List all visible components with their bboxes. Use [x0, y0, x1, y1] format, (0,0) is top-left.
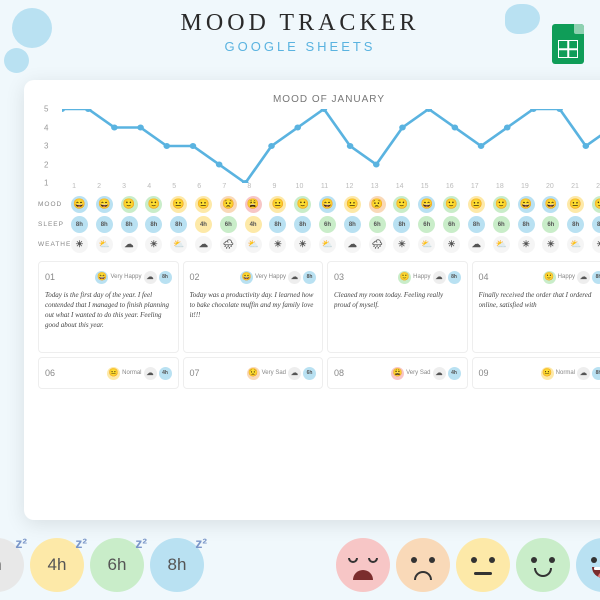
- mood-legend-2: [396, 538, 450, 592]
- mood-legend-5: [576, 538, 600, 592]
- journal-card[interactable]: 04🙂Happy☁8hFinally received the order th…: [472, 261, 600, 353]
- journal-cards: 01😄Very Happy☁8hToday is the first day o…: [38, 261, 600, 353]
- weather-row: WEATHER ☀⛅☁☀⛅☁🌧⛅☀☀⛅☁🌧☀⛅☀☁⛅☀☀⛅☀: [38, 236, 600, 253]
- chart-title: MOOD OF JANUARY: [38, 94, 600, 105]
- mood-legend-1: [336, 538, 390, 592]
- sleep-legend-4h: 4hz²: [30, 538, 84, 592]
- journal-card[interactable]: 02😄Very Happy☁8hToday was a productivity…: [183, 261, 324, 353]
- journal-cards-row2: 06😐Normal☁4h07😟Very Sad☁6h08😩Very Sad☁4h…: [38, 357, 600, 389]
- bg-blob: [12, 8, 52, 48]
- journal-card[interactable]: 08😩Very Sad☁4h: [327, 357, 468, 389]
- sleep-row: SLEEP 8h8h8h8h8h4h6h4h8h8h6h8h6h8h6h6h8h…: [38, 216, 600, 233]
- mood-legend-4: [516, 538, 570, 592]
- sleep-legend-h: hz²: [0, 538, 24, 592]
- mood-chart: 12345: [62, 109, 600, 183]
- sleep-legend-8h: 8hz²: [150, 538, 204, 592]
- bg-blob: [4, 48, 29, 73]
- mood-legend-3: [456, 538, 510, 592]
- mood-row: MOOD 😄😄🙂🙂😐😐😟😩😐🙂😄😐😟🙂😄🙂😐🙂😄😄😐🙂: [38, 196, 600, 213]
- footer-legend: hz²4hz²6hz²8hz²: [0, 524, 600, 600]
- journal-card[interactable]: 06😐Normal☁4h: [38, 357, 179, 389]
- sleep-legend-6h: 6hz²: [90, 538, 144, 592]
- journal-card[interactable]: 07😟Very Sad☁6h: [183, 357, 324, 389]
- journal-card[interactable]: 03🙂Happy☁8hCleaned my room today. Feelin…: [327, 261, 468, 353]
- spreadsheet-panel: MOOD OF JANUARY 12345 123456789101112131…: [24, 80, 600, 520]
- journal-card[interactable]: 09😐Normal☁8h: [472, 357, 600, 389]
- google-sheets-icon: [552, 24, 584, 64]
- page-subtitle: GOOGLE SHEETS: [0, 39, 600, 54]
- journal-card[interactable]: 01😄Very Happy☁8hToday is the first day o…: [38, 261, 179, 353]
